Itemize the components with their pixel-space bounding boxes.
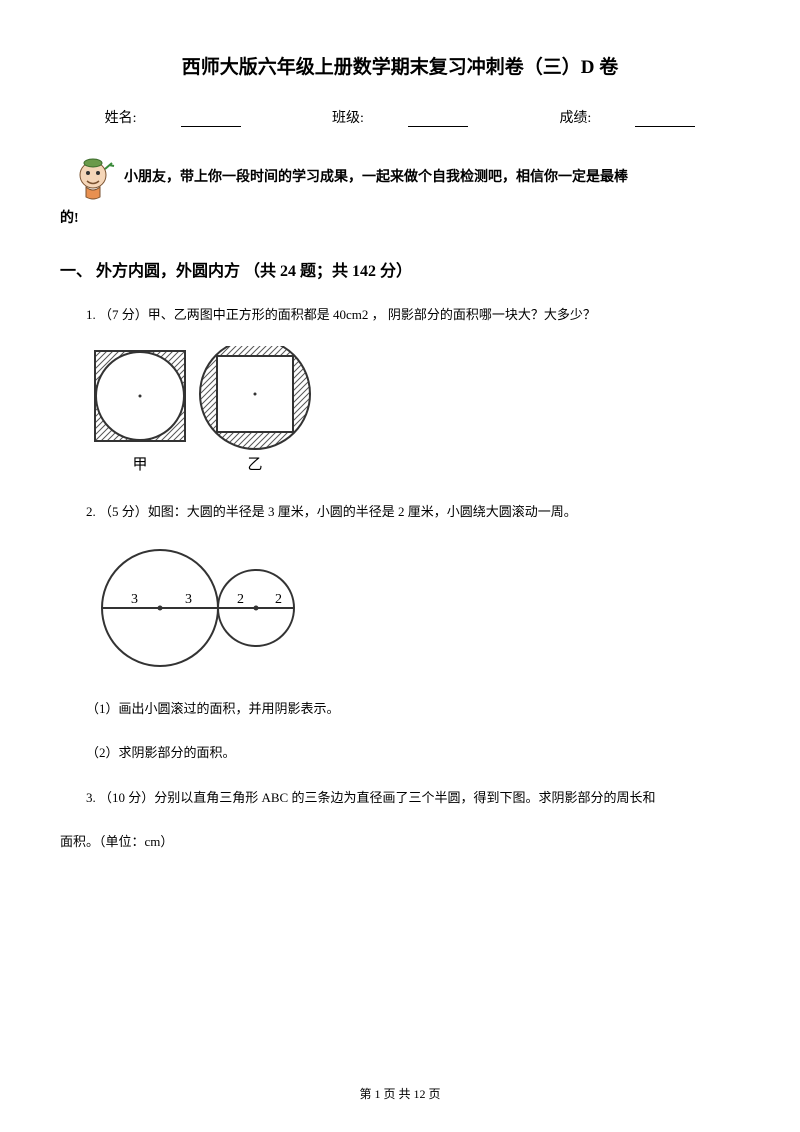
fig-label-yi: 乙	[247, 457, 262, 473]
svg-text:3: 3	[185, 592, 192, 607]
score-field: 成绩:	[537, 111, 717, 126]
question-2-sub2: （2）求阴影部分的面积。	[60, 739, 740, 768]
svg-text:2: 2	[275, 592, 282, 607]
svg-text:3: 3	[131, 592, 138, 607]
question-1: 1. （7 分）甲、乙两图中正方形的面积都是 40cm2 ， 阴影部分的面积哪一…	[60, 301, 740, 330]
intro-message: 小朋友，带上你一段时间的学习成果，一起来做个自我检测吧，相信你一定是最棒 的!	[60, 155, 740, 237]
mascot-icon	[70, 155, 116, 201]
page-title: 西师大版六年级上册数学期末复习冲刺卷（三）D 卷	[60, 52, 740, 79]
class-field: 班级:	[310, 111, 490, 126]
section-header: 一、 外方内圆，外圆内方 （共 24 题；共 142 分）	[60, 257, 740, 281]
student-info-line: 姓名: 班级: 成绩:	[60, 107, 740, 127]
figure-q1: 甲 乙	[90, 346, 740, 476]
question-3-line2: 面积。（单位：cm）	[60, 828, 740, 857]
svg-text:2: 2	[237, 592, 244, 607]
figure-q2: 3 3 2 2	[90, 543, 740, 673]
question-2: 2. （5 分）如图：大圆的半径是 3 厘米，小圆的半径是 2 厘米，小圆绕大圆…	[60, 498, 740, 527]
fig-label-jia: 甲	[132, 457, 147, 473]
question-3: 3. （10 分）分别以直角三角形 ABC 的三条边为直径画了三个半圆，得到下图…	[60, 784, 740, 813]
page-footer: 第 1 页 共 12 页	[0, 1085, 800, 1102]
question-2-sub1: （1）画出小圆滚过的面积，并用阴影表示。	[60, 695, 740, 724]
name-field: 姓名:	[83, 111, 263, 126]
